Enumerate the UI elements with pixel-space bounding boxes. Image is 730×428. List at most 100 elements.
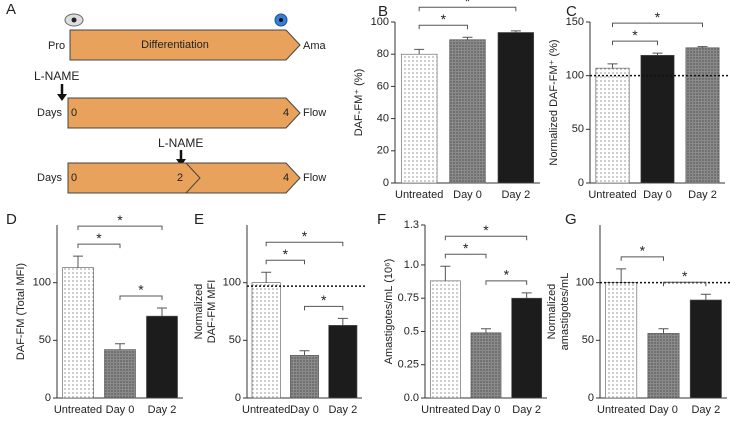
panel-letter: C	[566, 3, 577, 20]
x-tick-label: Day 0	[106, 404, 135, 416]
x-tick-label: Day 2	[691, 404, 720, 416]
significance-label: *	[321, 292, 327, 308]
y-axis-label: DAF-FM MFI	[206, 280, 218, 344]
bar	[400, 53, 438, 184]
y-tick-label: 50	[572, 123, 584, 135]
x-tick-label: Untreated	[395, 189, 443, 201]
significance-label: *	[640, 243, 646, 259]
label: 4	[283, 107, 289, 119]
bar	[470, 332, 502, 399]
bar	[104, 349, 136, 399]
significance-label: *	[655, 9, 661, 25]
bar	[689, 299, 722, 399]
label: L-NAME	[34, 69, 79, 83]
panel-a: A Pro Differentiation Ama L-NAME Days 0 …	[6, 1, 327, 194]
significance-label: *	[96, 230, 102, 246]
bar	[685, 47, 720, 184]
error-bar	[73, 255, 83, 268]
significance-bracket	[444, 253, 487, 259]
significance-bracket	[77, 225, 163, 231]
arrowhead	[57, 94, 67, 101]
bar-chart: G 0 50 100 Normalized amastigotes/mL Untreated…	[546, 211, 730, 416]
bar	[640, 54, 675, 184]
y-tick-label: 20	[377, 145, 389, 157]
error-bar	[414, 48, 425, 55]
significance-bracket	[265, 241, 344, 247]
error-bar	[462, 36, 473, 40]
y-tick-label: 0.0	[404, 392, 419, 404]
y-axis-label: DAF-FM (Total MFI)	[15, 263, 27, 360]
error-bar	[510, 30, 521, 33]
significance-bracket	[77, 243, 121, 249]
y-tick-label: 150	[566, 16, 584, 28]
timeline-arrow	[67, 97, 301, 129]
y-tick-label: 100	[33, 277, 51, 289]
significance-label: *	[283, 246, 289, 262]
significance-bracket	[265, 259, 305, 265]
label: 2	[177, 172, 183, 184]
panel-letter: A	[6, 1, 16, 18]
y-tick-label: 0	[45, 392, 51, 404]
y-tick-label: 0	[578, 177, 584, 189]
y-tick-label: 0.5	[404, 325, 419, 337]
y-tick-label: 0	[588, 392, 594, 404]
y-tick-label: 1.0	[404, 259, 419, 271]
significance-bracket	[444, 235, 528, 241]
error-bar	[521, 292, 532, 299]
bar	[290, 355, 319, 399]
bar	[429, 280, 461, 399]
significance-bracket	[485, 280, 528, 285]
significance-label: *	[441, 11, 447, 27]
error-bar	[697, 46, 708, 48]
error-bar	[481, 328, 491, 333]
error-bar	[157, 307, 167, 317]
label: 0	[71, 172, 77, 184]
error-bar	[700, 293, 711, 300]
significance-bracket	[612, 40, 658, 46]
x-tick-label: Day 2	[148, 404, 177, 416]
y-tick-label: 100	[223, 277, 241, 289]
significance-label: *	[302, 228, 308, 244]
x-tick-label: Day 0	[472, 404, 501, 416]
bar	[605, 282, 638, 399]
significance-bracket	[418, 24, 468, 30]
y-tick-label: 0	[383, 177, 389, 189]
error-bar	[607, 63, 618, 69]
error-bar	[440, 265, 451, 281]
panel-letter: G	[565, 211, 577, 228]
bar	[647, 333, 680, 399]
y-tick-label: 0.25	[398, 359, 419, 371]
bar	[328, 325, 358, 399]
bar	[62, 267, 94, 399]
error-bar	[299, 350, 310, 356]
label: Ama	[303, 40, 327, 52]
significance-label: *	[682, 268, 688, 284]
y-axis-label: DAF-FM⁺ (%)	[353, 69, 365, 137]
label: Days	[37, 107, 63, 119]
x-tick-label: Untreated	[597, 404, 645, 416]
y-tick-label: 40	[377, 113, 389, 125]
y-axis-label: Normalized DAF-FM⁺ (%)	[548, 39, 560, 165]
significance-label: *	[138, 282, 144, 298]
significance-label: *	[465, 0, 471, 9]
significance-bracket	[304, 305, 344, 311]
y-tick-label: 1.3	[404, 219, 419, 231]
timeline-arrow	[69, 29, 301, 61]
label: Flow	[303, 172, 326, 184]
label: 4	[283, 172, 289, 184]
bar-chart: F 0.0 0.25 0.5 0.75 1.0 1.3 Amastigotes/mL (10⁶…	[377, 211, 547, 416]
x-tick-label: Untreated	[588, 189, 636, 201]
bar	[497, 32, 535, 184]
y-tick-label: 50	[582, 334, 594, 346]
panel-letter: D	[6, 211, 17, 228]
bar-chart: B 0 20 40 60 80 100 DAF-FM⁺ (%) Untreated Day 0 Da…	[353, 0, 540, 201]
x-tick-label: Untreated	[242, 404, 290, 416]
significance-bracket	[663, 281, 707, 287]
significance-label: *	[117, 212, 123, 228]
y-tick-label: 50	[229, 334, 241, 346]
x-tick-label: Day 0	[290, 404, 319, 416]
bar-chart: C 0 50 100 150 Normalized DAF-FM⁺ (%) Untreate…	[548, 3, 729, 201]
bar	[449, 39, 486, 184]
